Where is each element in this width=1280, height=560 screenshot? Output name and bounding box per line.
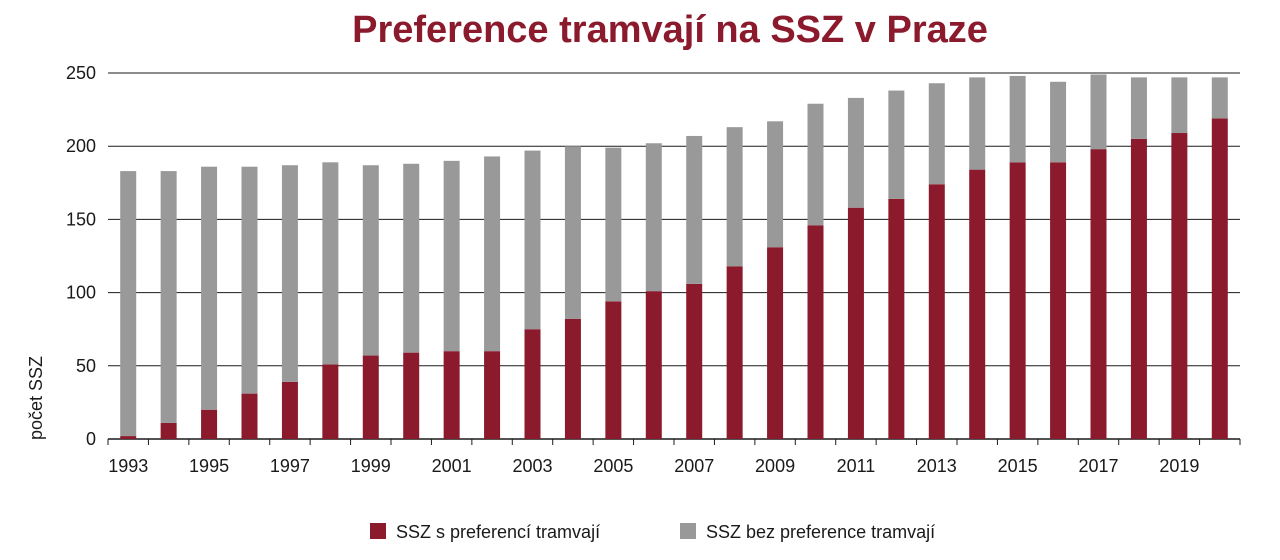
bar-s-preferenci-2019 [1171,133,1188,440]
y-axis-label: počet SSZ [26,356,46,440]
bar-bez-preference-2006 [645,143,662,292]
bar-bez-preference-2016 [1050,81,1067,163]
bar-bez-preference-2003 [524,150,541,330]
x-tick-label: 1993 [108,456,148,476]
bar-bez-preference-1993 [120,171,137,437]
bar-bez-preference-2019 [1171,77,1188,134]
bar-bez-preference-2012 [888,90,905,199]
y-tick-label: 50 [76,356,96,376]
x-tick-label: 2017 [1078,456,1118,476]
chart-title: Preference tramvají na SSZ v Praze [352,9,988,51]
legend-swatch-s-preferenci [370,523,386,539]
x-axis-ticks: 1993 1995 1997 1999 2001 2003 2005 2007 2009 2011… [108,456,1199,476]
bar-s-preferenci-1995 [201,409,218,439]
bar-bez-preference-2018 [1130,77,1147,139]
bar-s-preferenci-2010 [807,225,824,439]
legend: SSZ s preferencí tramvají SSZ bez prefer… [370,522,935,542]
y-tick-label: 150 [66,209,96,229]
y-tick-label: 0 [86,429,96,449]
bar-s-preferenci-2007 [686,283,703,439]
bar-s-preferenci-1997 [281,381,298,439]
bar-s-preferenci-2018 [1130,138,1147,439]
bar-s-preferenci-1998 [322,364,339,439]
y-tick-label: 250 [66,63,96,83]
legend-swatch-bez-preference [680,523,696,539]
bar-bez-preference-1997 [281,165,298,382]
x-tick-label: 2013 [917,456,957,476]
x-tick-label: 2001 [432,456,472,476]
bar-bez-preference-2005 [605,147,622,302]
bar-bez-preference-1998 [322,162,339,365]
bar-bez-preference-1995 [201,166,218,410]
x-tick-label: 1999 [351,456,391,476]
bar-bez-preference-2020 [1211,77,1228,119]
x-tick-label: 2009 [755,456,795,476]
bar-bez-preference-2007 [686,135,703,284]
bar-s-preferenci-2016 [1050,162,1067,439]
bar-s-preferenci-2008 [726,266,743,439]
x-tick-label: 2003 [512,456,552,476]
bar-bez-preference-1994 [160,171,177,423]
bar-bez-preference-2004 [564,146,581,319]
bar-s-preferenci-2014 [969,169,986,439]
bar-bez-preference-1996 [241,166,258,394]
bar-s-preferenci-1999 [362,355,379,439]
bar-s-preferenci-2001 [443,351,460,439]
bar-bez-preference-2002 [484,156,501,352]
bars [120,74,1228,440]
x-tick-label: 2011 [837,456,876,476]
bar-s-preferenci-2002 [484,351,501,439]
x-tick-label: 1995 [189,456,229,476]
bar-s-preferenci-2017 [1090,149,1107,440]
bar-bez-preference-2009 [767,121,784,248]
x-tick-label: 2015 [998,456,1038,476]
grid [107,72,1241,445]
x-tick-label: 2007 [674,456,714,476]
y-axis-ticks: 0 50 100 150 200 250 [66,63,96,449]
bar-bez-preference-2017 [1090,74,1107,150]
bar-bez-preference-1999 [362,165,379,356]
bar-s-preferenci-2000 [403,352,420,439]
bar-bez-preference-2000 [403,163,420,353]
bar-bez-preference-2013 [928,83,945,185]
bar-bez-preference-2011 [847,97,864,208]
bar-s-preferenci-2003 [524,329,541,439]
bar-s-preferenci-2009 [767,247,784,439]
legend-label-s-preferenci: SSZ s preferencí tramvají [396,522,600,542]
bar-s-preferenci-1994 [160,422,177,439]
bar-s-preferenci-2004 [564,318,581,439]
bar-s-preferenci-2013 [928,184,945,439]
bar-s-preferenci-2005 [605,301,622,439]
bar-s-preferenci-2006 [645,291,662,439]
bar-s-preferenci-2011 [847,207,864,439]
bar-s-preferenci-2015 [1009,162,1026,439]
y-tick-label: 100 [66,283,96,303]
bar-bez-preference-2001 [443,160,460,352]
bar-s-preferenci-2012 [888,198,905,439]
bar-s-preferenci-1996 [241,393,258,439]
x-tick-label: 2019 [1159,456,1199,476]
bar-bez-preference-2014 [969,77,986,170]
x-tick-label: 2005 [593,456,633,476]
legend-label-bez-preference: SSZ bez preference tramvají [706,522,935,542]
bar-bez-preference-2010 [807,103,824,226]
bar-s-preferenci-2020 [1211,118,1228,439]
x-tick-label: 1997 [270,456,310,476]
bar-s-preferenci-1993 [120,436,137,439]
y-tick-label: 200 [66,136,96,156]
bar-bez-preference-2015 [1009,75,1026,163]
bar-bez-preference-2008 [726,127,743,267]
